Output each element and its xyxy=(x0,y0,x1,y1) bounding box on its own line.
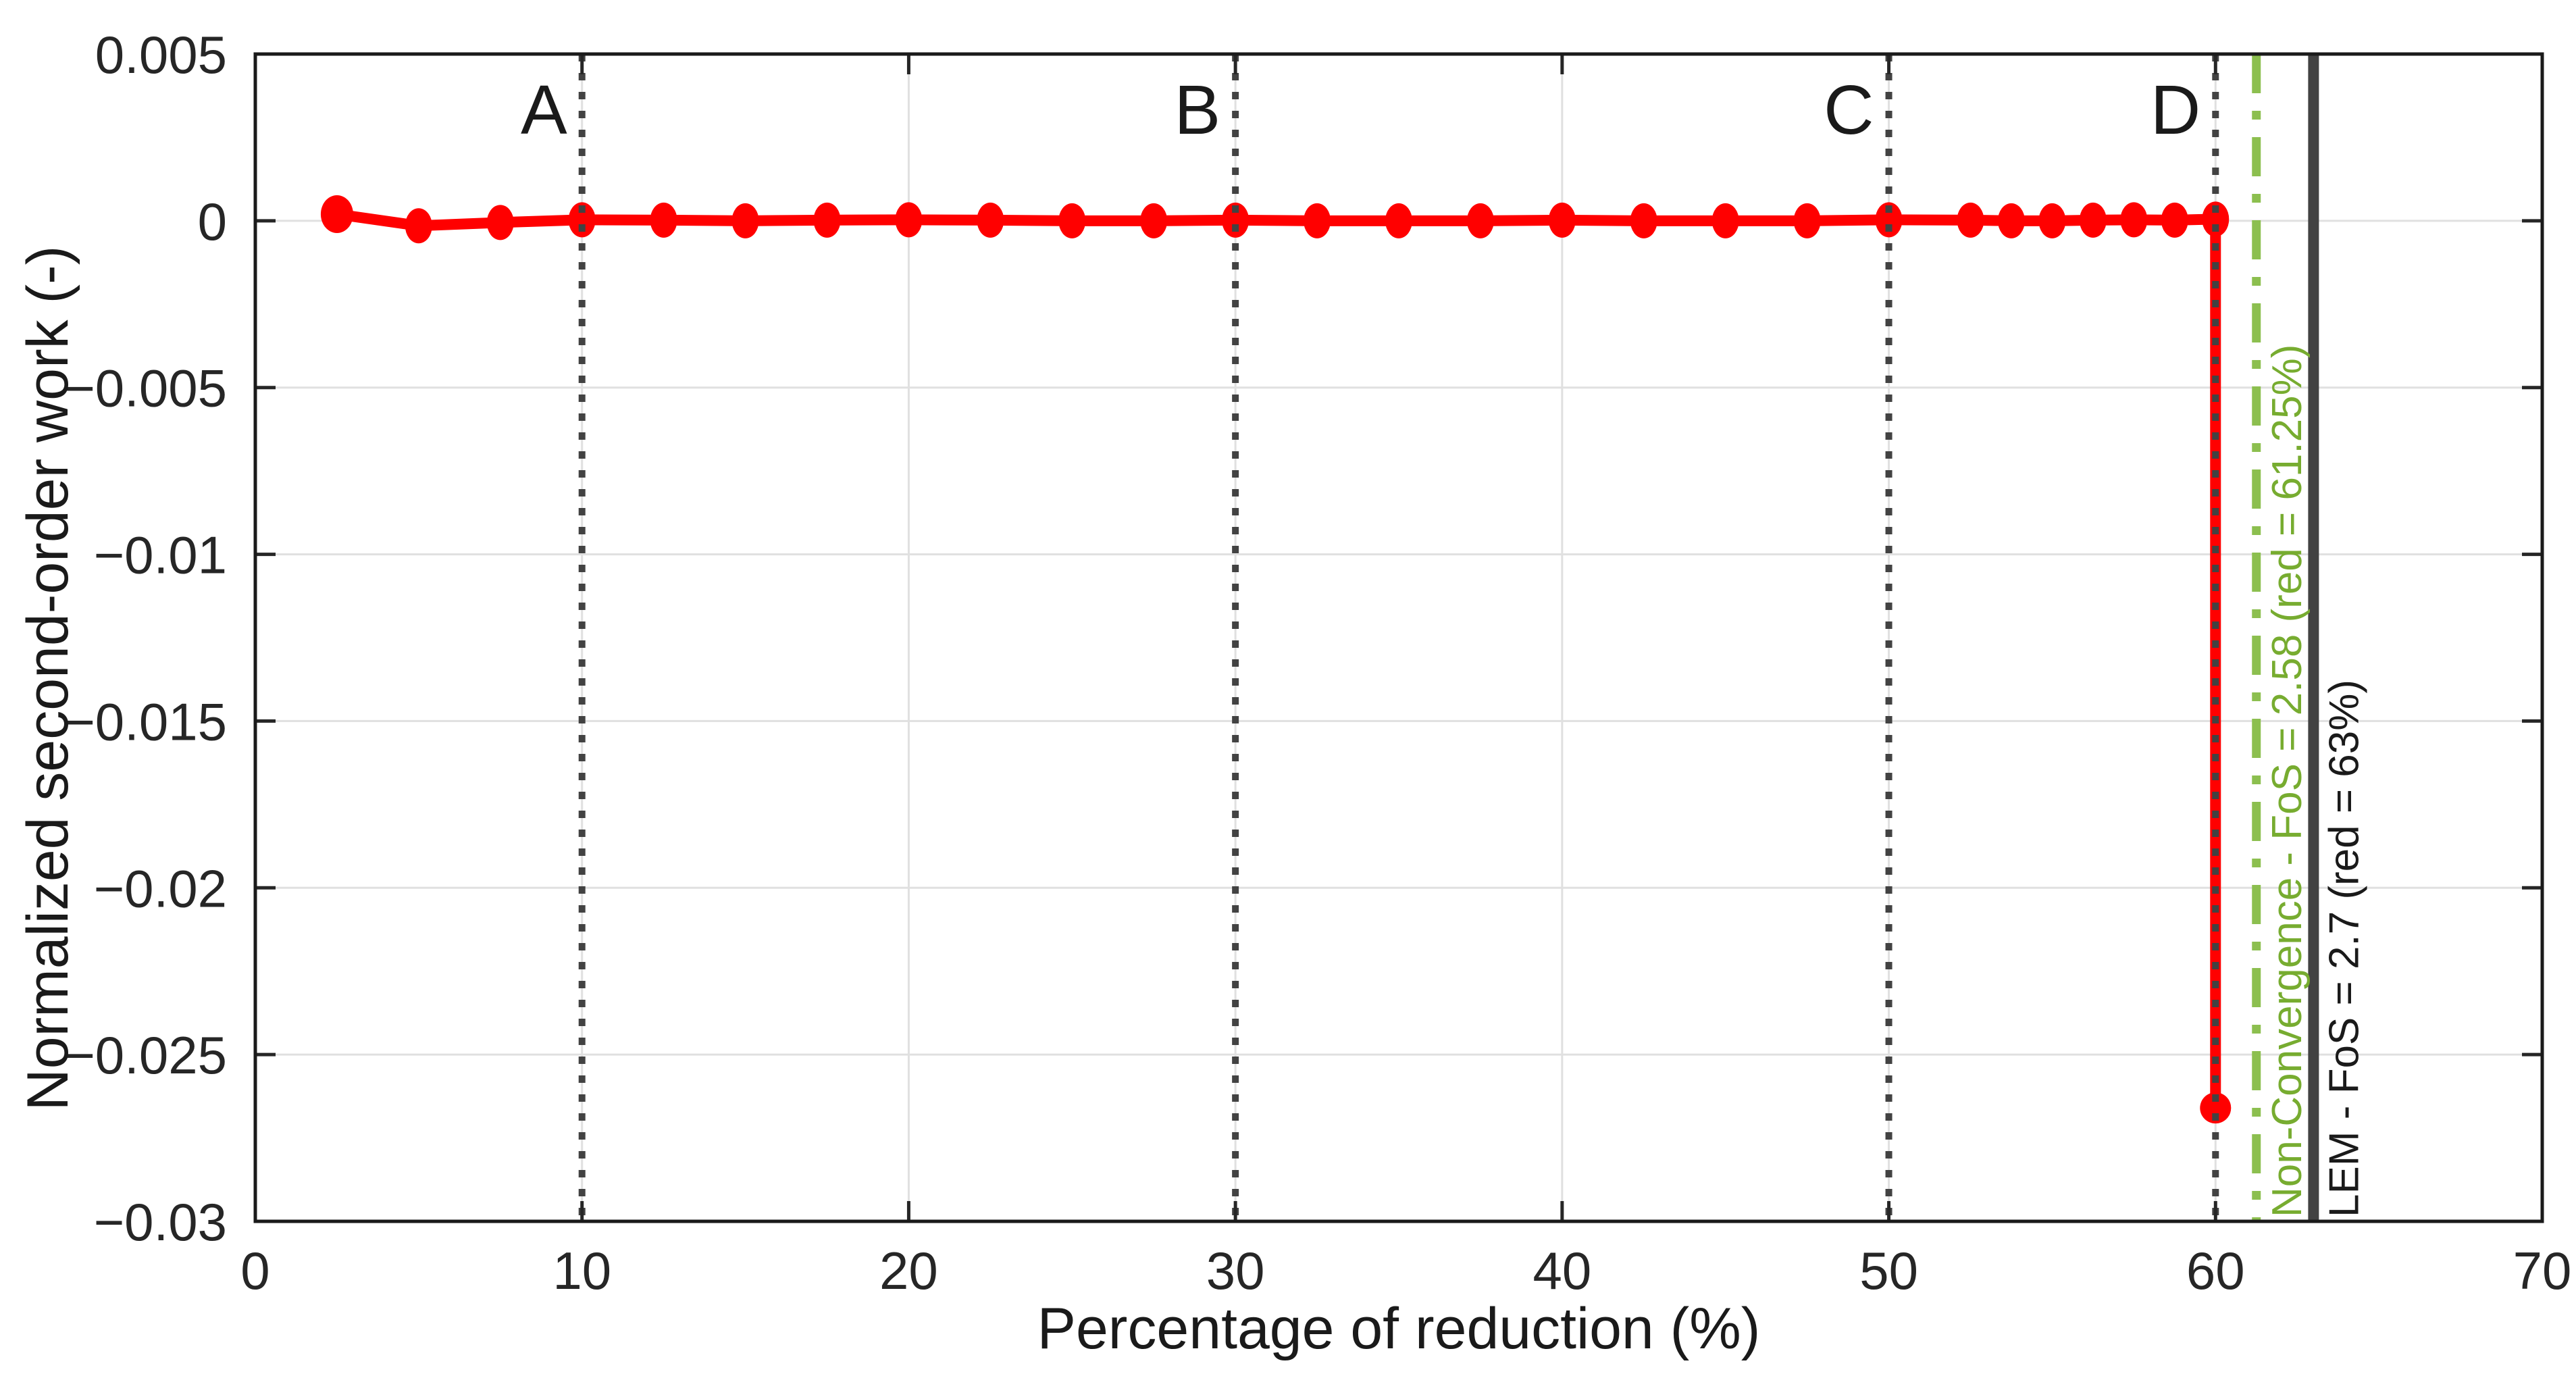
series-marker xyxy=(1466,203,1494,238)
series-marker xyxy=(731,203,759,238)
series-marker xyxy=(568,202,596,238)
series-marker xyxy=(1957,202,1984,238)
series-marker xyxy=(2120,202,2148,238)
y-axis-title: Normalized second-order work (-) xyxy=(16,246,80,1111)
y-tick-label: −0.03 xyxy=(94,1192,227,1252)
series-marker xyxy=(405,208,432,244)
series-marker xyxy=(486,205,514,240)
series-marker xyxy=(2079,202,2107,238)
series-marker-end xyxy=(2200,1092,2232,1124)
series-marker xyxy=(895,202,923,238)
annotations: A B C D Non-Convergence - FoS = 2.58 (red = … xyxy=(521,71,2367,1217)
x-tick-label: 20 xyxy=(879,1241,938,1300)
series-marker xyxy=(1793,203,1821,238)
x-tick-label: 10 xyxy=(552,1241,611,1300)
series-marker xyxy=(1140,203,1168,238)
series-marker xyxy=(2161,202,2188,238)
series-marker xyxy=(813,202,841,238)
x-tick-label: 70 xyxy=(2513,1241,2572,1300)
plot-border xyxy=(253,52,2544,1223)
stage-vlines xyxy=(578,54,2219,1221)
vline-label-rotated: Non-Convergence - FoS = 2.58 (red = 61.2… xyxy=(2264,345,2311,1217)
y-tick-label: 0.005 xyxy=(95,25,227,84)
y-tick-label: 0 xyxy=(198,192,227,251)
reference-vlines xyxy=(2252,54,2319,1221)
series-marker xyxy=(2202,201,2230,237)
vline-letter-C: C xyxy=(1824,71,1874,149)
y-tick-label: −0.005 xyxy=(64,359,227,418)
x-axis-title: Percentage of reduction (%) xyxy=(1037,1296,1761,1361)
series-marker xyxy=(1997,203,2025,238)
vline-letter-A: A xyxy=(521,71,567,149)
series-marker xyxy=(1630,203,1657,238)
x-tick-label: 50 xyxy=(1859,1241,1918,1300)
y-tick-label: −0.01 xyxy=(94,526,227,585)
x-tick-label: 30 xyxy=(1206,1241,1265,1300)
tick-labels: 0 10 20 30 40 50 60 70 0.005 0 −0.005 −0.01 −0.015 −0… xyxy=(64,25,2571,1300)
y-tick-label: −0.025 xyxy=(64,1025,227,1085)
series-line xyxy=(331,208,2221,1114)
series-marker xyxy=(2038,203,2066,238)
series-marker xyxy=(1222,202,1250,238)
series-marker xyxy=(977,202,1004,238)
series-marker xyxy=(1304,203,1331,238)
y-tick-label: −0.015 xyxy=(64,692,227,751)
x-tick-label: 0 xyxy=(240,1241,269,1300)
data-series xyxy=(320,195,2232,1124)
series-marker xyxy=(1875,202,1903,238)
vline-letter-B: B xyxy=(1174,71,1220,149)
x-tick-label: 60 xyxy=(2186,1241,2245,1300)
series-marker xyxy=(650,202,677,238)
x-tick-label: 40 xyxy=(1532,1241,1591,1300)
vline-label-rotated: LEM - FoS = 2.7 (red = 63%) xyxy=(2321,680,2367,1217)
series-marker xyxy=(1058,203,1086,238)
y-tick-label: −0.02 xyxy=(94,859,227,918)
series-marker xyxy=(1548,202,1576,238)
series-marker xyxy=(1385,203,1412,238)
series-marker xyxy=(1711,203,1739,238)
series-marker xyxy=(320,195,353,233)
vline-letter-D: D xyxy=(2150,71,2200,149)
